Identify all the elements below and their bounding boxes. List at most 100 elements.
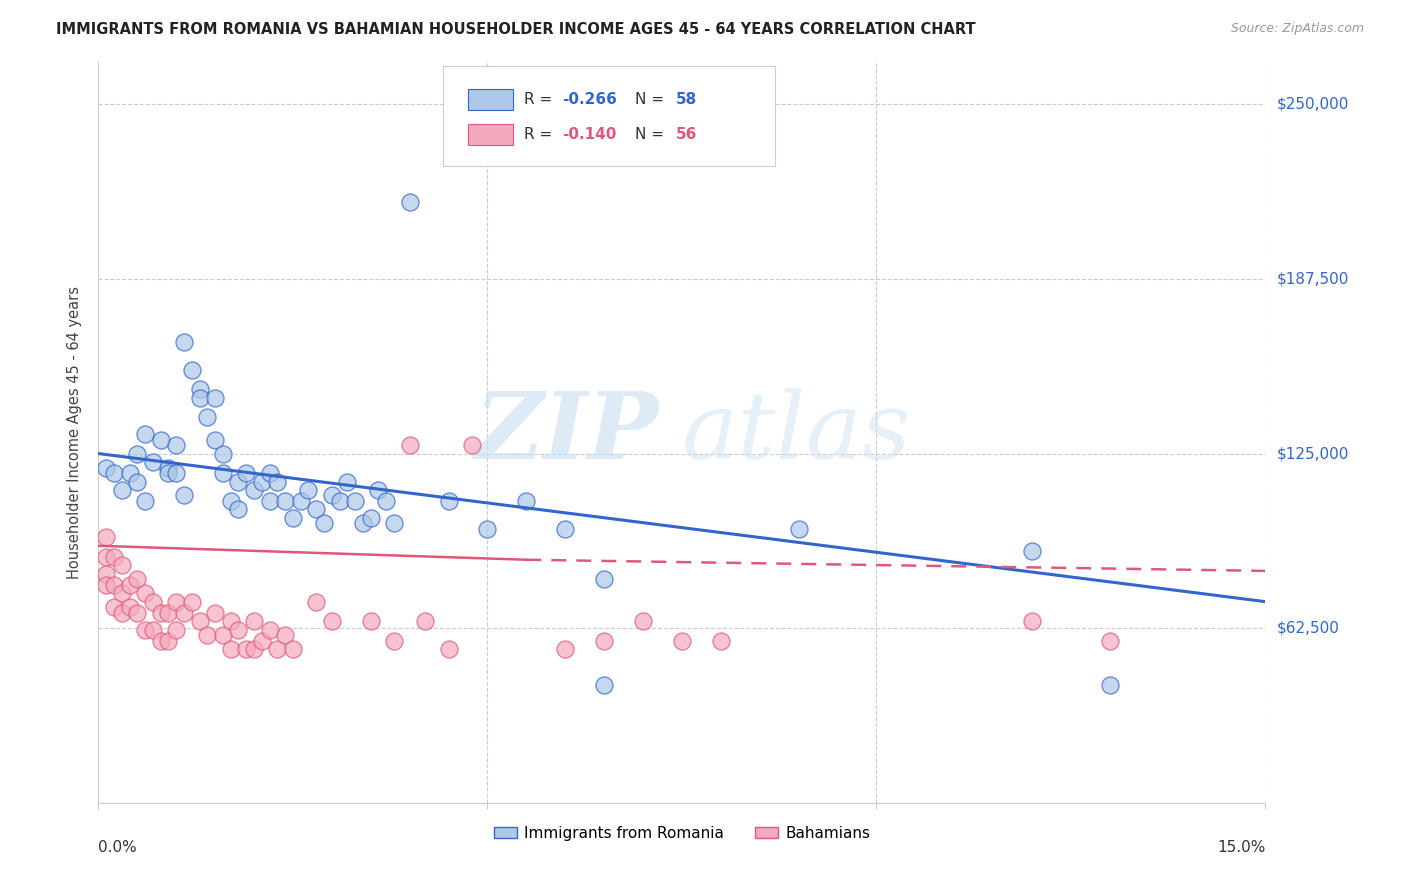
Point (305, 594, 328, 608)
Point (103, 578, 125, 592)
Point (631, 614, 654, 628)
Point (173, 606, 195, 620)
Point (1021, 614, 1043, 628)
Point (111, 558, 134, 573)
Point (96, 530, 118, 544)
Point (219, 642, 242, 657)
Point (165, 594, 187, 608)
Point (297, 483, 319, 497)
Point (165, 438, 187, 452)
Text: -0.266: -0.266 (562, 92, 617, 107)
Point (250, 633, 273, 648)
Point (266, 475, 288, 489)
Point (157, 466, 180, 480)
Point (219, 494, 242, 508)
Point (360, 511, 382, 525)
Point (173, 488, 195, 502)
Point (204, 606, 226, 620)
Point (360, 614, 382, 628)
Point (437, 494, 460, 508)
Point (1098, 678, 1121, 692)
Point (212, 466, 235, 480)
Point (111, 586, 134, 600)
Point (195, 410, 218, 425)
Point (312, 516, 335, 531)
Point (243, 483, 266, 497)
Text: atlas: atlas (682, 388, 911, 477)
Point (235, 466, 257, 480)
Point (382, 516, 405, 531)
Point (593, 633, 616, 648)
Point (787, 522, 810, 536)
Point (321, 614, 343, 628)
Point (134, 427, 156, 442)
Point (188, 382, 211, 396)
Point (243, 614, 266, 628)
Text: -0.140: -0.140 (562, 127, 616, 142)
Point (477, 522, 499, 536)
Text: 0.0%: 0.0% (98, 840, 138, 855)
Text: $62,500: $62,500 (1277, 621, 1340, 636)
Point (96, 578, 118, 592)
Point (142, 594, 165, 608)
Point (1098, 633, 1121, 648)
Text: $125,000: $125,000 (1277, 446, 1348, 461)
Y-axis label: Householder Income Ages 45 - 64 years: Householder Income Ages 45 - 64 years (67, 286, 83, 579)
FancyBboxPatch shape (443, 66, 775, 166)
Point (96, 460, 118, 475)
Text: 58: 58 (676, 92, 697, 107)
Point (157, 633, 180, 648)
Point (281, 642, 304, 657)
Point (111, 606, 134, 620)
Point (305, 502, 328, 516)
Point (321, 488, 343, 502)
Point (243, 642, 266, 657)
Text: N =: N = (636, 92, 669, 107)
Legend: Immigrants from Romania, Bahamians: Immigrants from Romania, Bahamians (488, 820, 876, 847)
Point (413, 614, 436, 628)
Point (188, 614, 211, 628)
Point (375, 494, 398, 508)
Point (134, 623, 156, 637)
Point (259, 494, 281, 508)
Point (336, 475, 359, 489)
Text: R =: R = (524, 92, 558, 107)
Point (173, 334, 195, 349)
Point (212, 628, 235, 642)
Point (127, 572, 149, 586)
Point (127, 475, 149, 489)
Text: ZIP: ZIP (474, 388, 658, 477)
Point (180, 594, 202, 608)
Point (127, 446, 149, 460)
Point (118, 600, 141, 615)
Point (212, 446, 235, 460)
Point (593, 678, 616, 692)
Point (382, 633, 405, 648)
Point (352, 516, 374, 531)
Point (329, 494, 352, 508)
Point (235, 642, 257, 657)
FancyBboxPatch shape (468, 89, 513, 110)
Text: IMMIGRANTS FROM ROMANIA VS BAHAMIAN HOUSEHOLDER INCOME AGES 45 - 64 YEARS CORREL: IMMIGRANTS FROM ROMANIA VS BAHAMIAN HOUS… (56, 22, 976, 37)
Point (149, 433, 172, 447)
Point (671, 633, 693, 648)
Point (134, 586, 156, 600)
Text: $250,000: $250,000 (1277, 97, 1348, 112)
Text: Source: ZipAtlas.com: Source: ZipAtlas.com (1230, 22, 1364, 36)
Point (96, 549, 118, 564)
Point (290, 494, 312, 508)
Point (437, 642, 460, 657)
Point (165, 623, 187, 637)
Text: R =: R = (524, 127, 558, 142)
Point (195, 628, 218, 642)
Point (134, 494, 156, 508)
Point (149, 606, 172, 620)
FancyBboxPatch shape (468, 124, 513, 145)
Text: 56: 56 (676, 127, 697, 142)
Point (111, 483, 134, 497)
Point (180, 363, 202, 377)
Point (204, 391, 226, 405)
Point (127, 606, 149, 620)
Point (367, 483, 389, 497)
Point (149, 633, 172, 648)
